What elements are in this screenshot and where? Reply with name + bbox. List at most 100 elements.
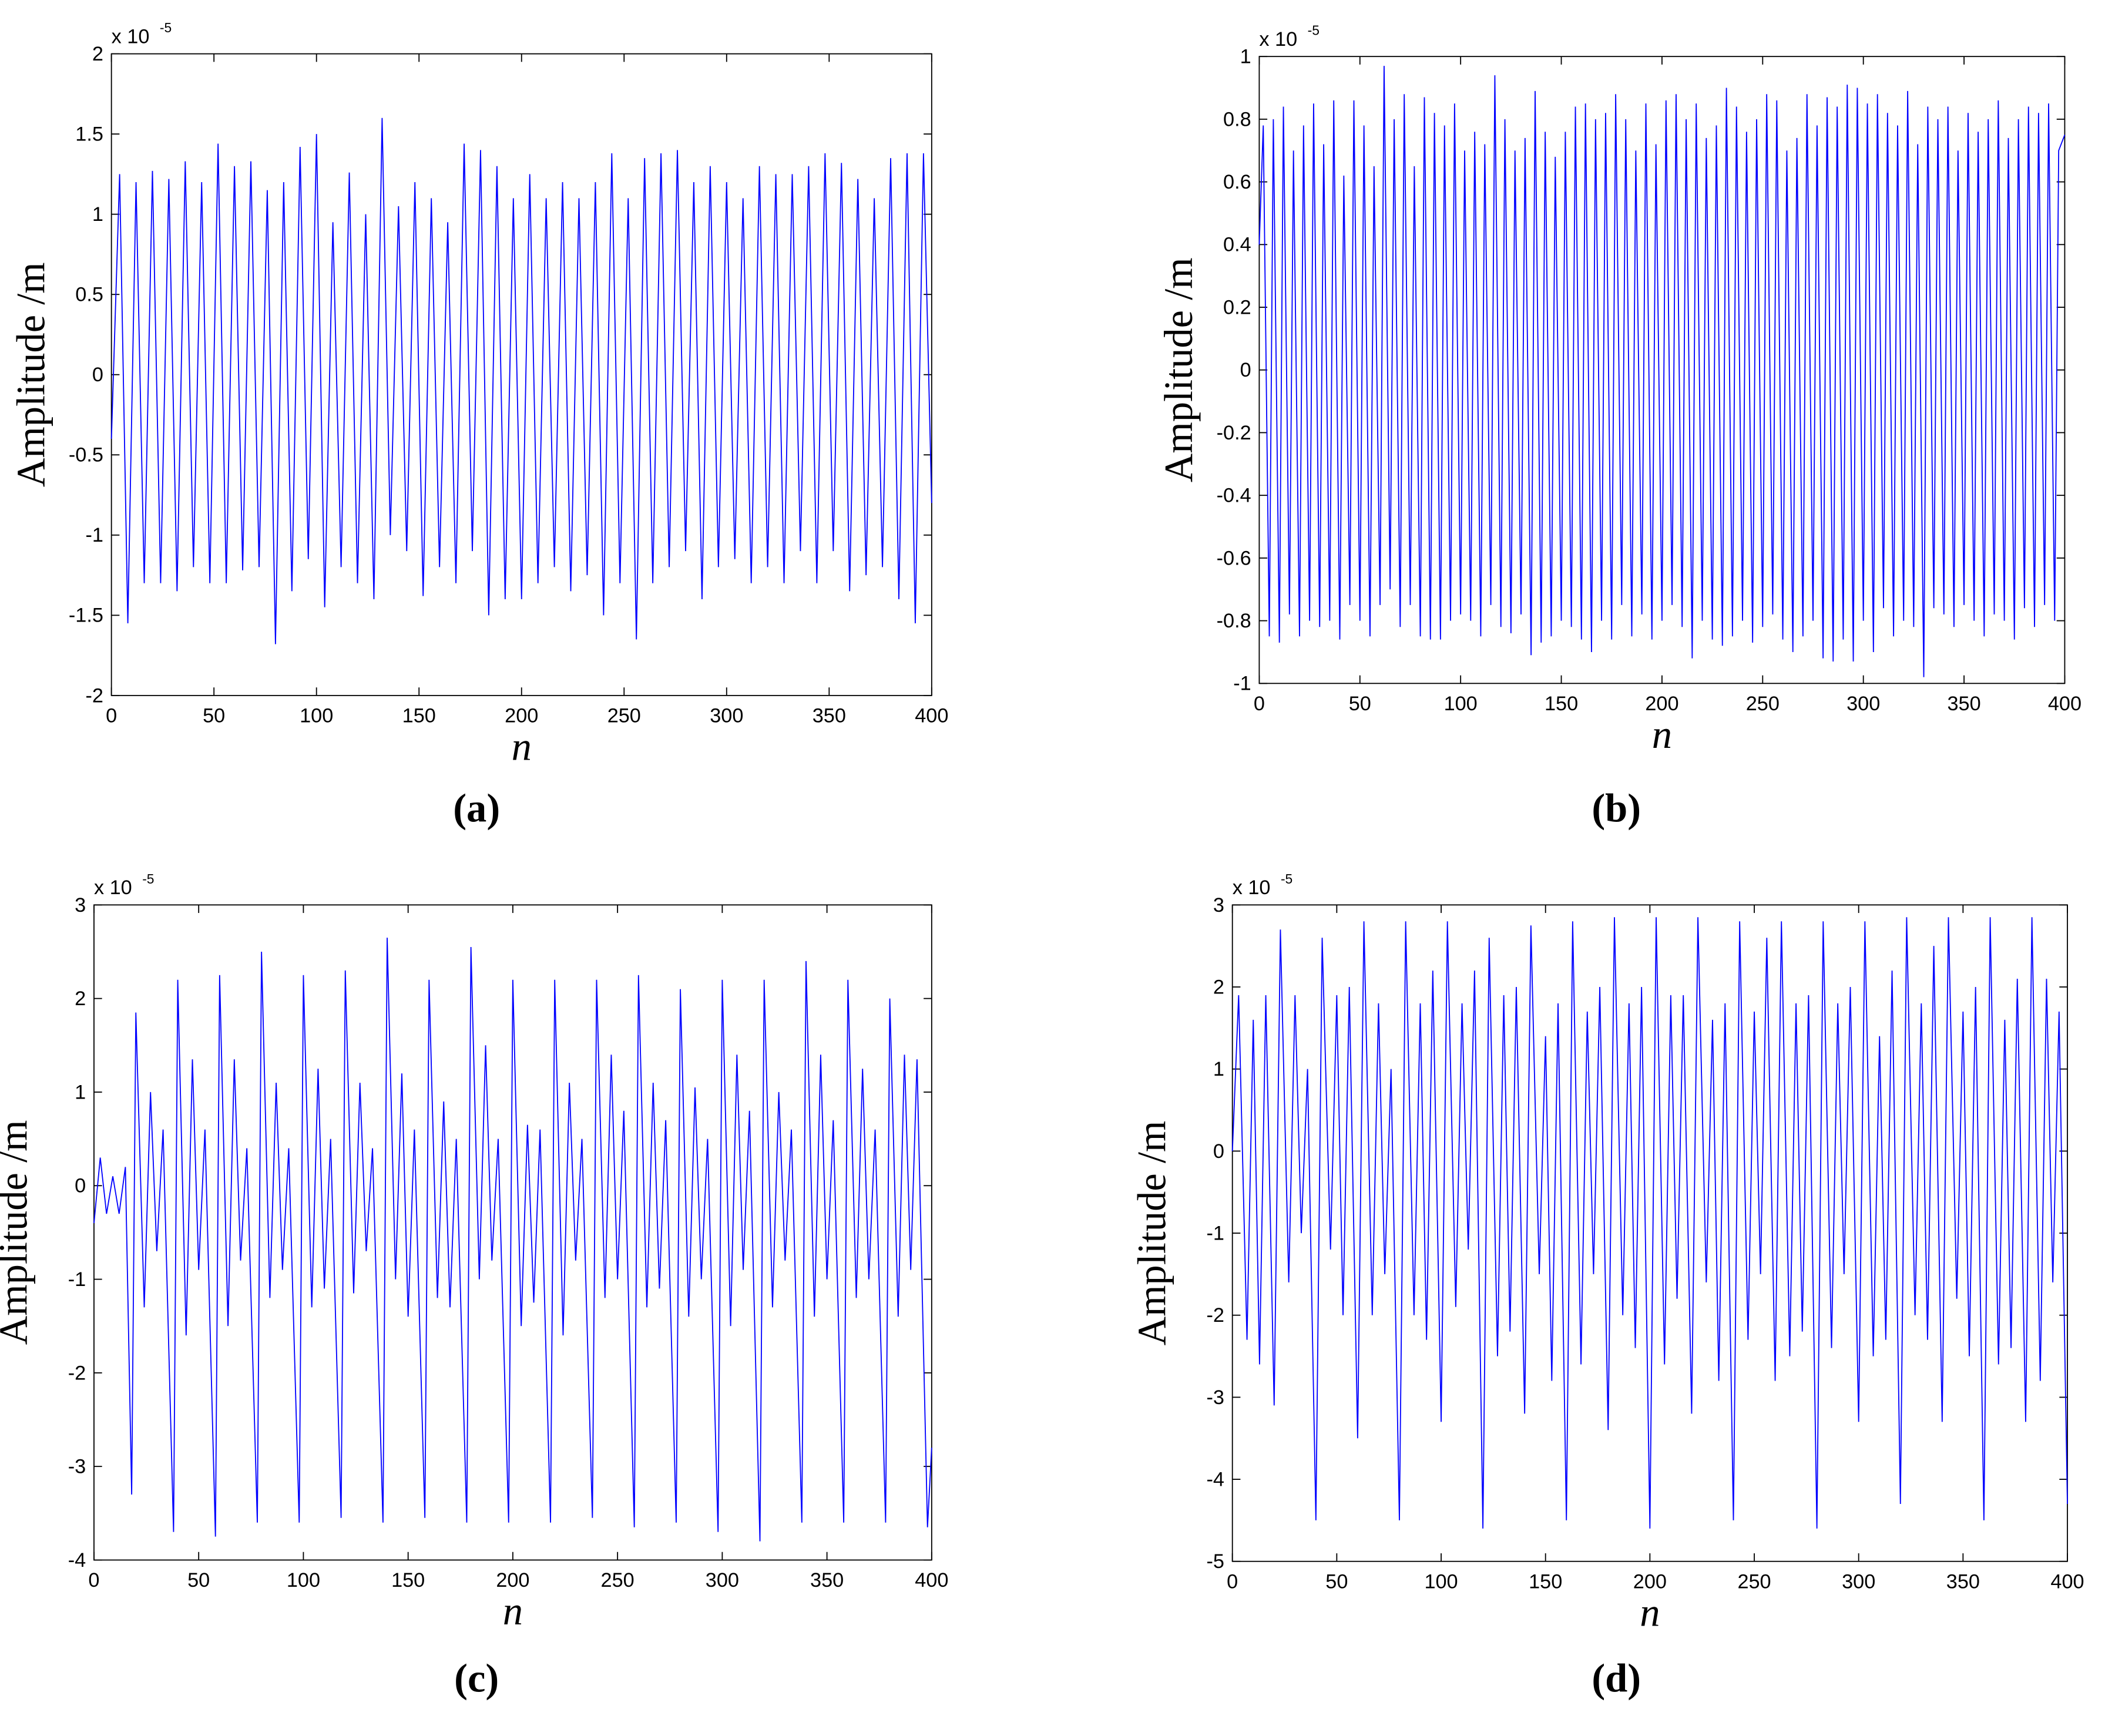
x-tick-label: 0	[1254, 693, 1265, 715]
y-tick-label: 2	[75, 988, 86, 1010]
y-axis-label: Amplitude /m	[1129, 1121, 1174, 1346]
y-tick-label: -1	[1233, 673, 1251, 695]
x-tick-label: 250	[607, 705, 641, 727]
x-tick-label: 150	[391, 1569, 425, 1591]
y-tick-label: 0.6	[1223, 171, 1251, 193]
x-tick-label: 50	[187, 1569, 210, 1591]
signal-line	[1258, 66, 2066, 677]
y-tick-label: -2	[85, 684, 103, 707]
signal-line	[93, 938, 932, 1542]
x-tick-label: 400	[2050, 1570, 2084, 1593]
signal-line	[1231, 917, 2068, 1529]
y-tick-label: -0.6	[1217, 547, 1251, 569]
y-multiplier: x 10	[94, 877, 132, 899]
x-tick-label: 200	[1633, 1570, 1667, 1593]
x-tick-label: 200	[505, 705, 538, 727]
y-tick-label: 1	[75, 1081, 86, 1103]
y-tick-label: 0	[1240, 359, 1251, 381]
x-tick-label: 100	[1424, 1570, 1458, 1593]
y-multiplier: x 10	[1259, 28, 1297, 51]
x-tick-label: 250	[1746, 693, 1780, 715]
y-tick-label: 3	[1213, 894, 1224, 916]
y-tick-label: -0.2	[1217, 422, 1251, 444]
panel-label: (b)	[1592, 786, 1641, 831]
y-axis-label: Amplitude /m	[0, 1120, 36, 1345]
x-axis-label: n	[1652, 712, 1672, 757]
y-tick-label: 0	[92, 364, 103, 386]
y-tick-label: -1	[68, 1268, 86, 1291]
x-tick-label: 400	[915, 1569, 948, 1591]
panel: 0 50 100 150 200 250 300 350 400 -2 -1.5 -1 -0.5 0 0.5…	[8, 20, 948, 831]
panel-label: (d)	[1592, 1656, 1641, 1700]
y-tick-label: -3	[1207, 1386, 1224, 1409]
y-tick-label: -4	[68, 1549, 86, 1572]
x-tick-label: 200	[496, 1569, 529, 1591]
plot-area	[1231, 904, 2068, 1562]
y-multiplier-exponent: -5	[1281, 871, 1292, 887]
x-tick-label: 100	[287, 1569, 320, 1591]
x-tick-label: 0	[88, 1569, 99, 1591]
y-tick-label: 0.2	[1223, 296, 1251, 318]
x-tick-label: 400	[915, 705, 948, 727]
y-tick-label: -0.4	[1217, 485, 1251, 507]
x-axis-label: n	[512, 724, 532, 769]
x-tick-label: 300	[706, 1569, 739, 1591]
y-multiplier-exponent: -5	[160, 20, 172, 35]
x-tick-label: 50	[1325, 1570, 1348, 1593]
y-tick-label: 0.8	[1223, 108, 1251, 130]
panel-label: (a)	[453, 786, 500, 831]
x-tick-label: 150	[402, 705, 436, 727]
y-tick-label: -5	[1207, 1550, 1224, 1573]
x-tick-label: 400	[2048, 693, 2082, 715]
y-multiplier: x 10	[112, 25, 150, 48]
x-tick-label: 200	[1645, 693, 1678, 715]
panel: 0 50 100 150 200 250 300 350 400 -5 -4 -3 -2 -1 0 1 2 3 x …	[1129, 871, 2084, 1701]
x-tick-label: 350	[813, 705, 846, 727]
y-tick-label: -0.5	[69, 444, 103, 466]
signal-line	[110, 117, 932, 644]
y-tick-label: 1	[1240, 46, 1251, 68]
y-tick-label: -1	[1207, 1222, 1224, 1244]
x-tick-label: 150	[1545, 693, 1578, 715]
x-tick-label: 250	[601, 1569, 634, 1591]
x-tick-label: 50	[1349, 693, 1371, 715]
y-tick-label: 1	[1213, 1058, 1224, 1080]
x-tick-label: 50	[203, 705, 225, 727]
x-axis-label: n	[503, 1589, 523, 1633]
y-tick-label: 0	[75, 1175, 86, 1197]
y-tick-label: -1.5	[69, 605, 103, 627]
x-tick-label: 100	[1444, 693, 1478, 715]
panel: 0 50 100 150 200 250 300 350 400 -4 -3 -2 -1 0 1 2 3 x 10…	[0, 871, 948, 1701]
x-tick-label: 300	[1842, 1570, 1875, 1593]
y-multiplier-exponent: -5	[142, 871, 154, 887]
y-multiplier: x 10	[1233, 877, 1271, 899]
x-tick-label: 350	[1947, 693, 1980, 715]
y-tick-label: -3	[68, 1456, 86, 1478]
y-tick-label: 1.5	[75, 123, 103, 146]
y-tick-label: 0.4	[1223, 234, 1251, 256]
x-tick-label: 350	[810, 1569, 844, 1591]
y-tick-label: -2	[1207, 1304, 1224, 1327]
y-tick-label: 2	[92, 43, 103, 65]
y-axis-label: Amplitude /m	[1156, 257, 1201, 482]
x-tick-label: 0	[106, 705, 117, 727]
x-tick-label: 150	[1529, 1570, 1562, 1593]
x-tick-label: 300	[1847, 693, 1880, 715]
y-axis-label: Amplitude /m	[8, 262, 53, 487]
y-tick-label: 1	[92, 203, 103, 226]
x-axis-label: n	[1640, 1590, 1660, 1634]
y-tick-label: -4	[1207, 1468, 1224, 1490]
y-multiplier-exponent: -5	[1308, 23, 1320, 38]
y-tick-label: 0	[1213, 1140, 1224, 1163]
y-tick-label: -2	[68, 1362, 86, 1384]
panel: 0 50 100 150 200 250 300 350 400 -1 -0.8 -0.6 -0.4 -0…	[1156, 23, 2082, 831]
y-tick-label: 2	[1213, 976, 1224, 998]
panel-label: (c)	[454, 1656, 499, 1700]
x-tick-label: 300	[710, 705, 743, 727]
y-tick-label: 0.5	[75, 284, 103, 306]
y-tick-label: 3	[75, 894, 86, 916]
x-tick-label: 350	[1946, 1570, 1980, 1593]
y-tick-label: -0.8	[1217, 610, 1251, 632]
